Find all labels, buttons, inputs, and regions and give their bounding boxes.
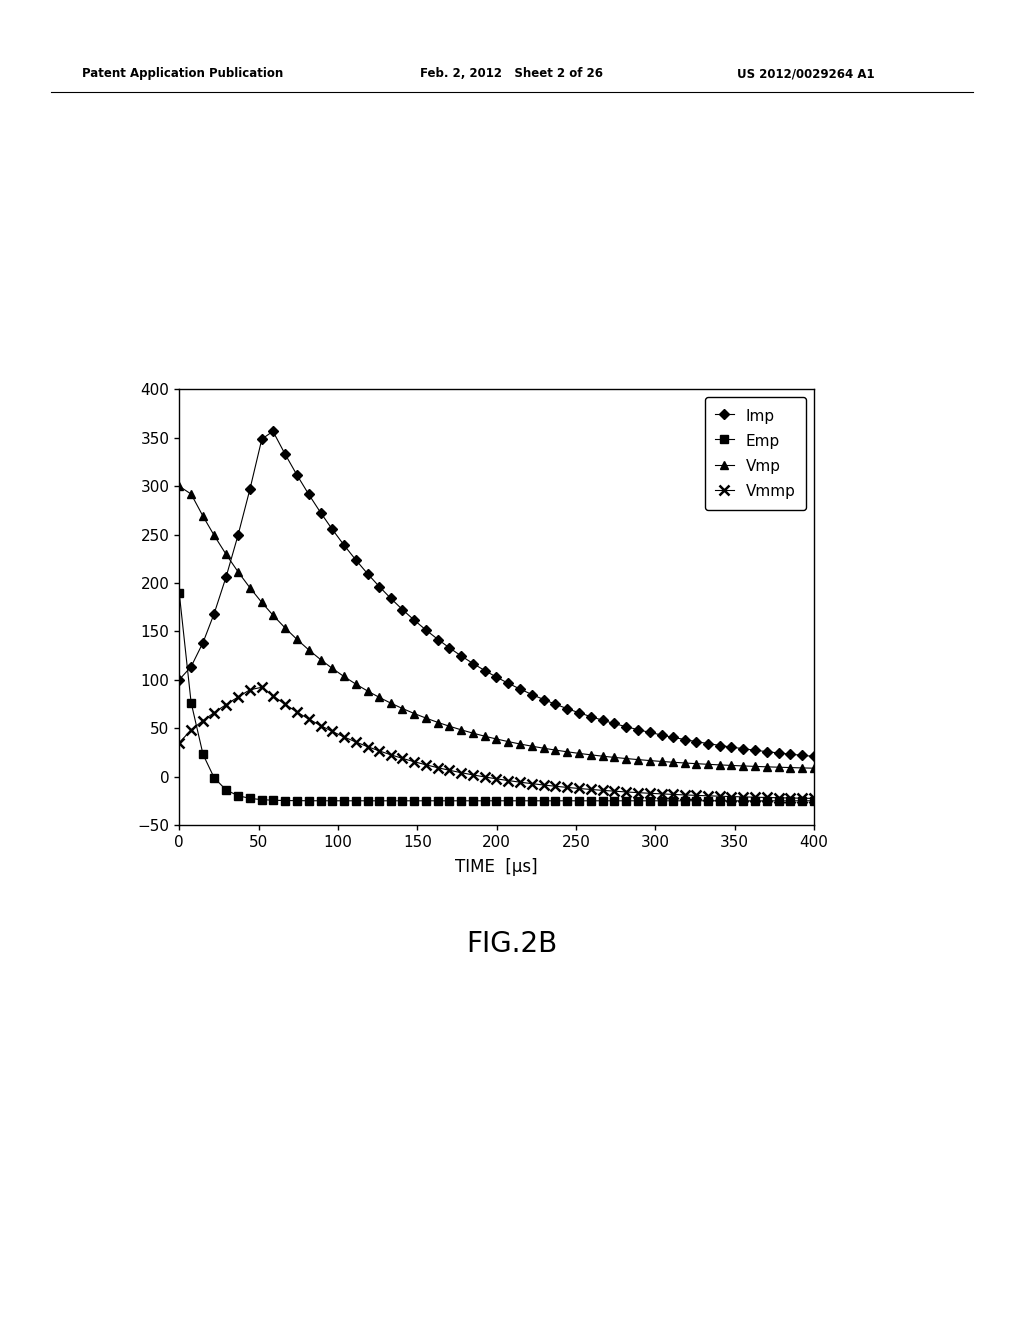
Emp (244, 791, 256, 807)
Imp (420, 623, 432, 639)
Imp (338, 537, 350, 553)
Vmp (173, 478, 185, 494)
Vmp (409, 706, 421, 722)
Text: FIG.2B: FIG.2B (466, 929, 558, 958)
Emp (173, 585, 185, 601)
Imp (302, 486, 314, 502)
Vmmp (808, 791, 820, 807)
Imp (796, 747, 808, 763)
Vmmp (256, 680, 268, 696)
Emp (326, 793, 338, 809)
Vmmp (244, 682, 256, 698)
Vmp (244, 579, 256, 595)
Emp (291, 793, 303, 809)
Emp (409, 793, 421, 809)
Vmp (796, 760, 808, 776)
Imp (750, 742, 762, 758)
Imp (244, 482, 256, 498)
Line: Emp: Emp (175, 589, 818, 805)
Vmp (291, 631, 303, 647)
Line: Imp: Imp (175, 428, 818, 760)
Line: Vmp: Vmp (175, 482, 818, 772)
Legend: Imp, Emp, Vmp, Vmmp: Imp, Emp, Vmp, Vmmp (705, 397, 807, 510)
Emp (737, 793, 750, 809)
Text: Feb. 2, 2012   Sheet 2 of 26: Feb. 2, 2012 Sheet 2 of 26 (420, 67, 603, 81)
Vmmp (302, 711, 314, 727)
Vmmp (420, 756, 432, 772)
Imp (267, 424, 280, 440)
X-axis label: TIME  [μs]: TIME [μs] (456, 858, 538, 876)
Imp (173, 672, 185, 688)
Vmmp (173, 735, 185, 751)
Line: Vmmp: Vmmp (175, 682, 818, 803)
Emp (796, 793, 808, 809)
Vmmp (796, 791, 808, 807)
Vmmp (338, 729, 350, 744)
Vmp (326, 660, 338, 676)
Vmp (737, 758, 750, 774)
Text: Patent Application Publication: Patent Application Publication (82, 67, 284, 81)
Emp (808, 793, 820, 809)
Text: US 2012/0029264 A1: US 2012/0029264 A1 (737, 67, 874, 81)
Imp (808, 748, 820, 764)
Vmmp (750, 789, 762, 805)
Vmp (808, 760, 820, 776)
